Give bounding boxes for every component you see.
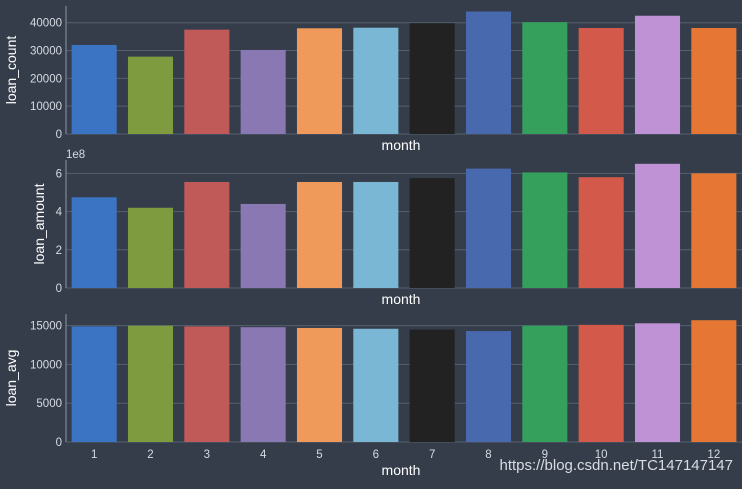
x-axis-label: month xyxy=(382,137,421,153)
y-tick-label: 10000 xyxy=(30,359,62,371)
bar-month-4 xyxy=(240,327,286,442)
bar-month-7 xyxy=(409,23,455,134)
bar-month-7 xyxy=(409,178,455,288)
bar-month-9 xyxy=(522,22,568,134)
bar-month-1 xyxy=(71,326,117,442)
bar-month-7 xyxy=(409,329,455,442)
y-tick-label: 10000 xyxy=(30,101,62,113)
y-tick-label: 15000 xyxy=(30,321,62,333)
bar-month-1 xyxy=(71,197,117,288)
bar-month-9 xyxy=(522,325,568,442)
y-offset-label: 1e8 xyxy=(66,149,85,161)
bar-month-8 xyxy=(465,168,512,288)
x-tick-label: 10 xyxy=(595,449,608,461)
y-axis-label: loan_avg xyxy=(3,350,19,407)
bar-month-6 xyxy=(353,27,399,135)
bar-month-6 xyxy=(353,328,399,442)
x-tick-label: 5 xyxy=(316,449,322,461)
bar-month-11 xyxy=(634,15,681,135)
y-tick-label: 20000 xyxy=(30,73,62,85)
y-axis-label: loan_amount xyxy=(31,183,47,264)
bar-month-5 xyxy=(296,181,343,288)
bar-month-12 xyxy=(691,320,737,442)
bar-month-10 xyxy=(578,27,624,135)
x-tick-label: 3 xyxy=(204,449,210,461)
x-tick-label: 6 xyxy=(373,449,379,461)
bar-month-4 xyxy=(240,203,286,288)
y-tick-label: 30000 xyxy=(30,46,62,58)
bar-month-3 xyxy=(184,29,230,134)
bar-month-5 xyxy=(296,28,343,134)
y-tick-label: 5000 xyxy=(36,398,62,410)
bar-month-10 xyxy=(578,177,624,288)
x-tick-label: 8 xyxy=(485,449,491,461)
bar-month-2 xyxy=(127,207,174,288)
bar-month-8 xyxy=(465,331,512,442)
x-tick-label: 9 xyxy=(542,449,548,461)
y-tick-label: 2 xyxy=(56,245,62,257)
x-tick-label: 7 xyxy=(429,449,435,461)
y-axis-label: loan_count xyxy=(3,36,19,105)
bar-month-6 xyxy=(353,181,399,288)
bar-month-2 xyxy=(127,56,174,134)
y-tick-label: 40000 xyxy=(30,18,62,30)
bar-month-12 xyxy=(691,173,737,288)
y-tick-label: 0 xyxy=(56,129,62,141)
bar-month-5 xyxy=(296,327,343,442)
bar-month-4 xyxy=(240,49,286,134)
y-tick-label: 0 xyxy=(56,283,62,295)
x-tick-label: 1 xyxy=(91,449,97,461)
bar-month-12 xyxy=(691,27,737,135)
bar-month-11 xyxy=(634,163,681,288)
y-tick-label: 4 xyxy=(56,207,63,219)
bar-month-2 xyxy=(127,325,174,442)
x-tick-label: 4 xyxy=(260,449,267,461)
x-axis-label: month xyxy=(382,462,421,478)
x-tick-label: 12 xyxy=(707,449,720,461)
watermark-text: https://blog.csdn.net/TC147147147 xyxy=(500,457,734,474)
bar-month-1 xyxy=(71,44,117,134)
x-tick-label: 11 xyxy=(652,449,664,461)
bar-month-11 xyxy=(634,323,681,442)
bar-month-3 xyxy=(184,181,230,288)
x-axis-label: month xyxy=(382,291,421,307)
y-tick-label: 0 xyxy=(56,437,62,449)
bar-month-3 xyxy=(184,326,230,442)
y-tick-label: 6 xyxy=(56,168,62,180)
bar-month-8 xyxy=(465,11,512,135)
x-tick-label: 2 xyxy=(147,449,153,461)
bar-month-9 xyxy=(522,172,568,288)
bar-month-10 xyxy=(578,324,624,442)
